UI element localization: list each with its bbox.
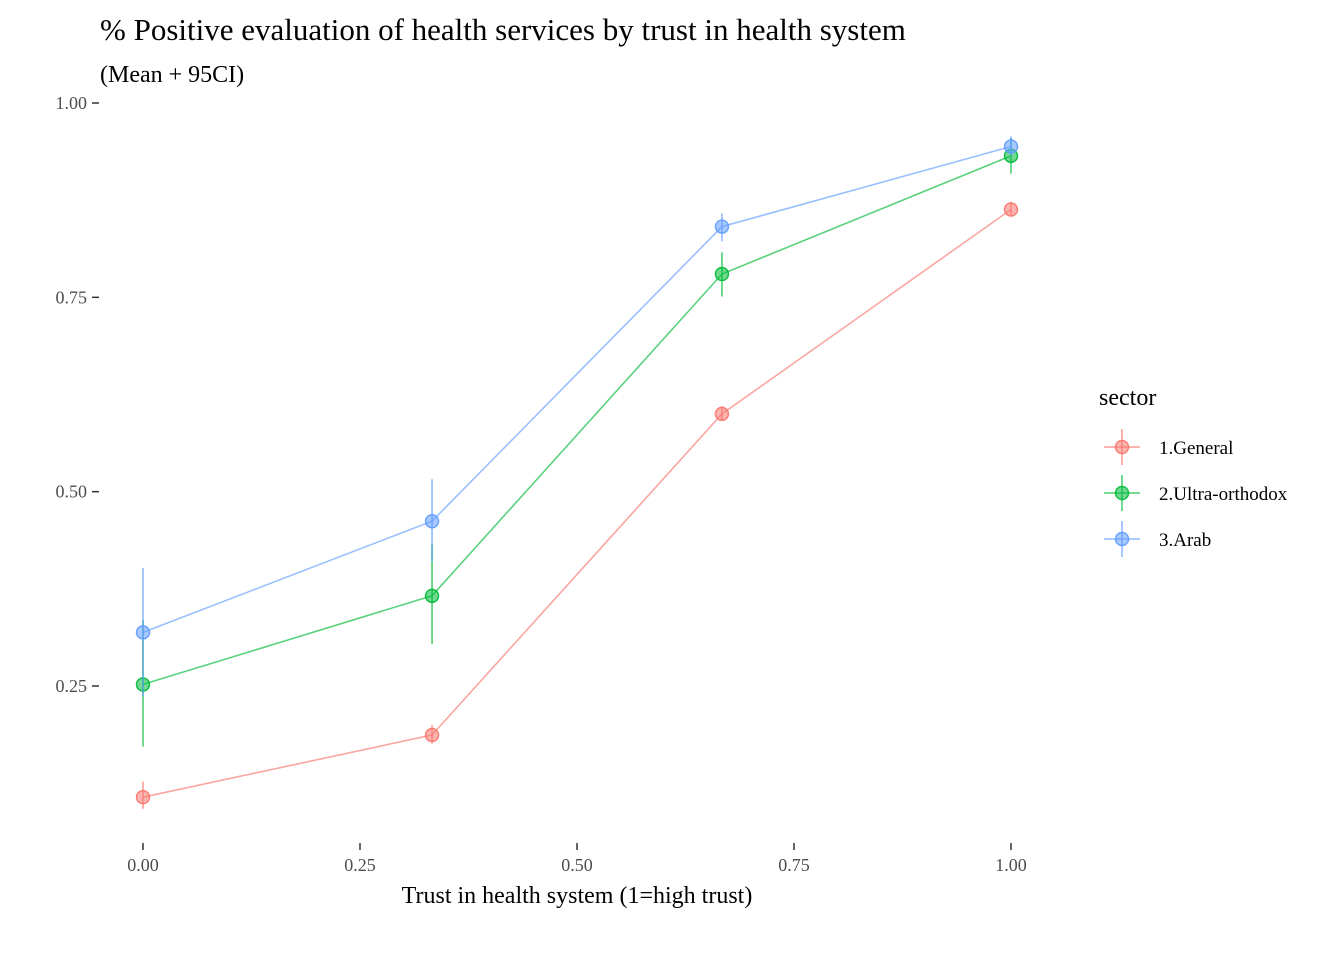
legend: sector 1.General 2.Ultra-orthodox 3.Arab xyxy=(1099,385,1288,557)
data-point xyxy=(424,588,440,604)
series-3-arab xyxy=(135,136,1019,697)
x-tick-label: 0.75 xyxy=(778,855,810,875)
series-line xyxy=(142,208,1012,798)
y-tick-label: 1.00 xyxy=(56,93,88,113)
legend-key-point xyxy=(1114,439,1130,455)
series-2-ultra-orthodox xyxy=(135,137,1019,747)
data-point xyxy=(135,625,151,640)
legend-key-point xyxy=(1114,485,1130,501)
data-point xyxy=(424,513,440,529)
legend-label: 1.General xyxy=(1159,438,1233,459)
data-point xyxy=(714,219,730,234)
x-tick-label: 0.50 xyxy=(561,855,593,875)
x-tick-label: 1.00 xyxy=(995,855,1027,875)
series-1-general xyxy=(135,201,1019,809)
legend-item: 2.Ultra-orthodox xyxy=(1104,475,1288,511)
series-line xyxy=(142,155,1012,686)
plot-series xyxy=(135,136,1019,809)
data-point xyxy=(1003,139,1019,154)
legend-key-point xyxy=(1114,531,1130,547)
y-tick-label: 0.75 xyxy=(56,287,88,307)
data-point xyxy=(714,406,730,422)
chart-title: % Positive evaluation of health services… xyxy=(100,12,906,47)
series-line xyxy=(142,145,1012,634)
data-point xyxy=(135,789,151,805)
legend-label: 3.Arab xyxy=(1159,530,1211,551)
y-tick-label: 0.25 xyxy=(56,676,88,696)
data-point xyxy=(1003,202,1019,217)
chart-subtitle: (Mean + 95CI) xyxy=(100,62,244,88)
legend-label: 2.Ultra-orthodox xyxy=(1159,484,1288,505)
x-tick-label: 0.25 xyxy=(344,855,376,875)
legend-title: sector xyxy=(1099,385,1156,411)
legend-item: 3.Arab xyxy=(1104,521,1211,557)
y-tick-label: 0.50 xyxy=(56,482,88,502)
x-axis-title: Trust in health system (1=high trust) xyxy=(402,883,753,909)
y-axis: 0.25 0.50 0.75 1.00 xyxy=(56,93,99,696)
data-point xyxy=(424,727,440,743)
legend-item: 1.General xyxy=(1104,429,1233,465)
x-tick-label: 0.00 xyxy=(127,855,159,875)
data-point xyxy=(714,266,730,282)
x-axis: 0.00 0.25 0.50 0.75 1.00 xyxy=(127,843,1027,875)
